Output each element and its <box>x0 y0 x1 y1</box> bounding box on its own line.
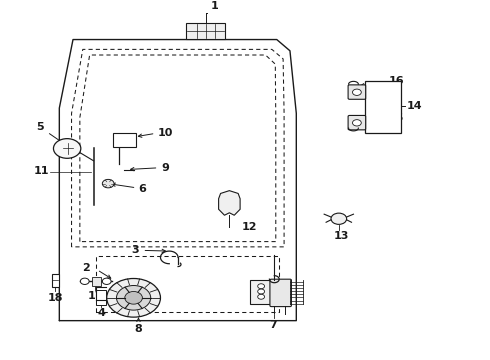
Text: 4: 4 <box>98 309 105 318</box>
Text: 2: 2 <box>82 263 90 273</box>
Polygon shape <box>219 191 240 215</box>
Circle shape <box>102 179 114 188</box>
FancyBboxPatch shape <box>186 23 225 39</box>
FancyBboxPatch shape <box>97 291 106 305</box>
Text: 18: 18 <box>48 293 63 302</box>
Text: 15: 15 <box>389 113 404 122</box>
FancyBboxPatch shape <box>92 277 101 286</box>
Circle shape <box>107 279 160 317</box>
Text: 6: 6 <box>139 184 147 194</box>
FancyBboxPatch shape <box>52 274 59 287</box>
Text: 11: 11 <box>34 166 49 176</box>
FancyBboxPatch shape <box>250 280 272 304</box>
Circle shape <box>258 289 265 294</box>
Circle shape <box>352 120 361 126</box>
FancyBboxPatch shape <box>113 133 136 148</box>
Circle shape <box>125 292 143 304</box>
Text: 10: 10 <box>158 128 173 138</box>
Circle shape <box>258 284 265 289</box>
Circle shape <box>80 278 89 284</box>
Circle shape <box>53 139 81 158</box>
FancyBboxPatch shape <box>348 116 366 130</box>
Circle shape <box>258 294 265 299</box>
Text: 1: 1 <box>211 1 219 12</box>
Text: 16: 16 <box>389 76 404 86</box>
Circle shape <box>102 278 111 284</box>
Circle shape <box>352 89 361 95</box>
Text: 12: 12 <box>242 222 257 232</box>
Text: 17: 17 <box>88 291 103 301</box>
FancyBboxPatch shape <box>365 81 401 133</box>
FancyBboxPatch shape <box>348 85 366 99</box>
Text: 5: 5 <box>36 122 44 132</box>
Text: 7: 7 <box>270 320 277 330</box>
Text: 3: 3 <box>131 246 139 255</box>
Circle shape <box>331 213 346 224</box>
Text: 8: 8 <box>135 324 143 334</box>
Text: 13: 13 <box>334 231 349 241</box>
Text: 14: 14 <box>406 101 422 111</box>
Text: 9: 9 <box>161 163 169 173</box>
Circle shape <box>117 285 151 310</box>
FancyBboxPatch shape <box>270 279 292 307</box>
